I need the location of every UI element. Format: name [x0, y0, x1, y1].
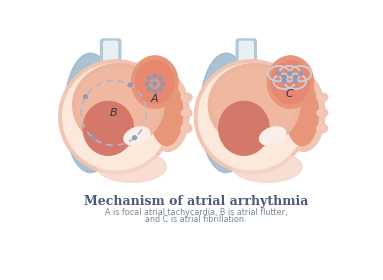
Ellipse shape — [315, 108, 327, 118]
Circle shape — [153, 82, 157, 86]
Ellipse shape — [132, 56, 178, 108]
Text: C: C — [286, 89, 293, 99]
Ellipse shape — [232, 151, 302, 182]
Circle shape — [91, 136, 95, 140]
Circle shape — [153, 74, 157, 78]
Ellipse shape — [317, 125, 324, 131]
Ellipse shape — [219, 101, 269, 155]
Ellipse shape — [286, 80, 318, 146]
Ellipse shape — [73, 64, 164, 147]
Ellipse shape — [147, 74, 189, 151]
Text: A: A — [151, 94, 159, 104]
Ellipse shape — [150, 80, 183, 146]
FancyBboxPatch shape — [104, 41, 118, 74]
Ellipse shape — [136, 60, 174, 104]
Ellipse shape — [181, 110, 189, 116]
Ellipse shape — [267, 56, 314, 108]
Circle shape — [277, 72, 281, 76]
Circle shape — [153, 90, 157, 93]
Ellipse shape — [317, 110, 324, 116]
Circle shape — [133, 136, 137, 140]
Ellipse shape — [180, 93, 192, 102]
Ellipse shape — [212, 67, 296, 143]
Ellipse shape — [64, 53, 117, 172]
Ellipse shape — [62, 64, 170, 170]
Text: A is focal atrial tachycardia, B is atrial flutter,: A is focal atrial tachycardia, B is atri… — [105, 208, 287, 217]
Ellipse shape — [116, 63, 170, 109]
Ellipse shape — [198, 64, 305, 170]
Ellipse shape — [180, 124, 192, 133]
Circle shape — [159, 76, 162, 80]
Ellipse shape — [181, 125, 189, 131]
Circle shape — [282, 76, 286, 80]
Circle shape — [293, 76, 297, 80]
Circle shape — [128, 83, 132, 87]
FancyBboxPatch shape — [239, 41, 253, 74]
Circle shape — [83, 95, 87, 99]
Ellipse shape — [200, 53, 252, 172]
Ellipse shape — [59, 60, 173, 174]
Circle shape — [147, 76, 151, 80]
Ellipse shape — [315, 93, 327, 102]
Ellipse shape — [315, 124, 327, 133]
Circle shape — [282, 80, 286, 83]
Text: and C is atrial fibrillation.: and C is atrial fibrillation. — [145, 215, 247, 224]
Ellipse shape — [194, 60, 309, 174]
Circle shape — [161, 82, 164, 85]
Ellipse shape — [181, 94, 189, 101]
Ellipse shape — [252, 63, 306, 109]
Circle shape — [159, 87, 162, 91]
Ellipse shape — [260, 127, 286, 145]
Text: B: B — [110, 108, 118, 118]
Circle shape — [293, 80, 297, 83]
Circle shape — [299, 72, 303, 76]
Ellipse shape — [124, 127, 150, 145]
Ellipse shape — [282, 74, 325, 151]
Ellipse shape — [83, 101, 134, 155]
Circle shape — [146, 82, 149, 85]
Text: Mechanism of atrial arrhythmia: Mechanism of atrial arrhythmia — [84, 195, 308, 208]
Ellipse shape — [97, 151, 167, 182]
FancyBboxPatch shape — [101, 39, 121, 76]
Ellipse shape — [317, 94, 324, 101]
Ellipse shape — [208, 64, 300, 147]
Circle shape — [288, 72, 291, 76]
Ellipse shape — [180, 108, 192, 118]
FancyBboxPatch shape — [236, 39, 256, 76]
Ellipse shape — [271, 60, 310, 104]
Ellipse shape — [77, 67, 160, 143]
Circle shape — [147, 87, 151, 91]
